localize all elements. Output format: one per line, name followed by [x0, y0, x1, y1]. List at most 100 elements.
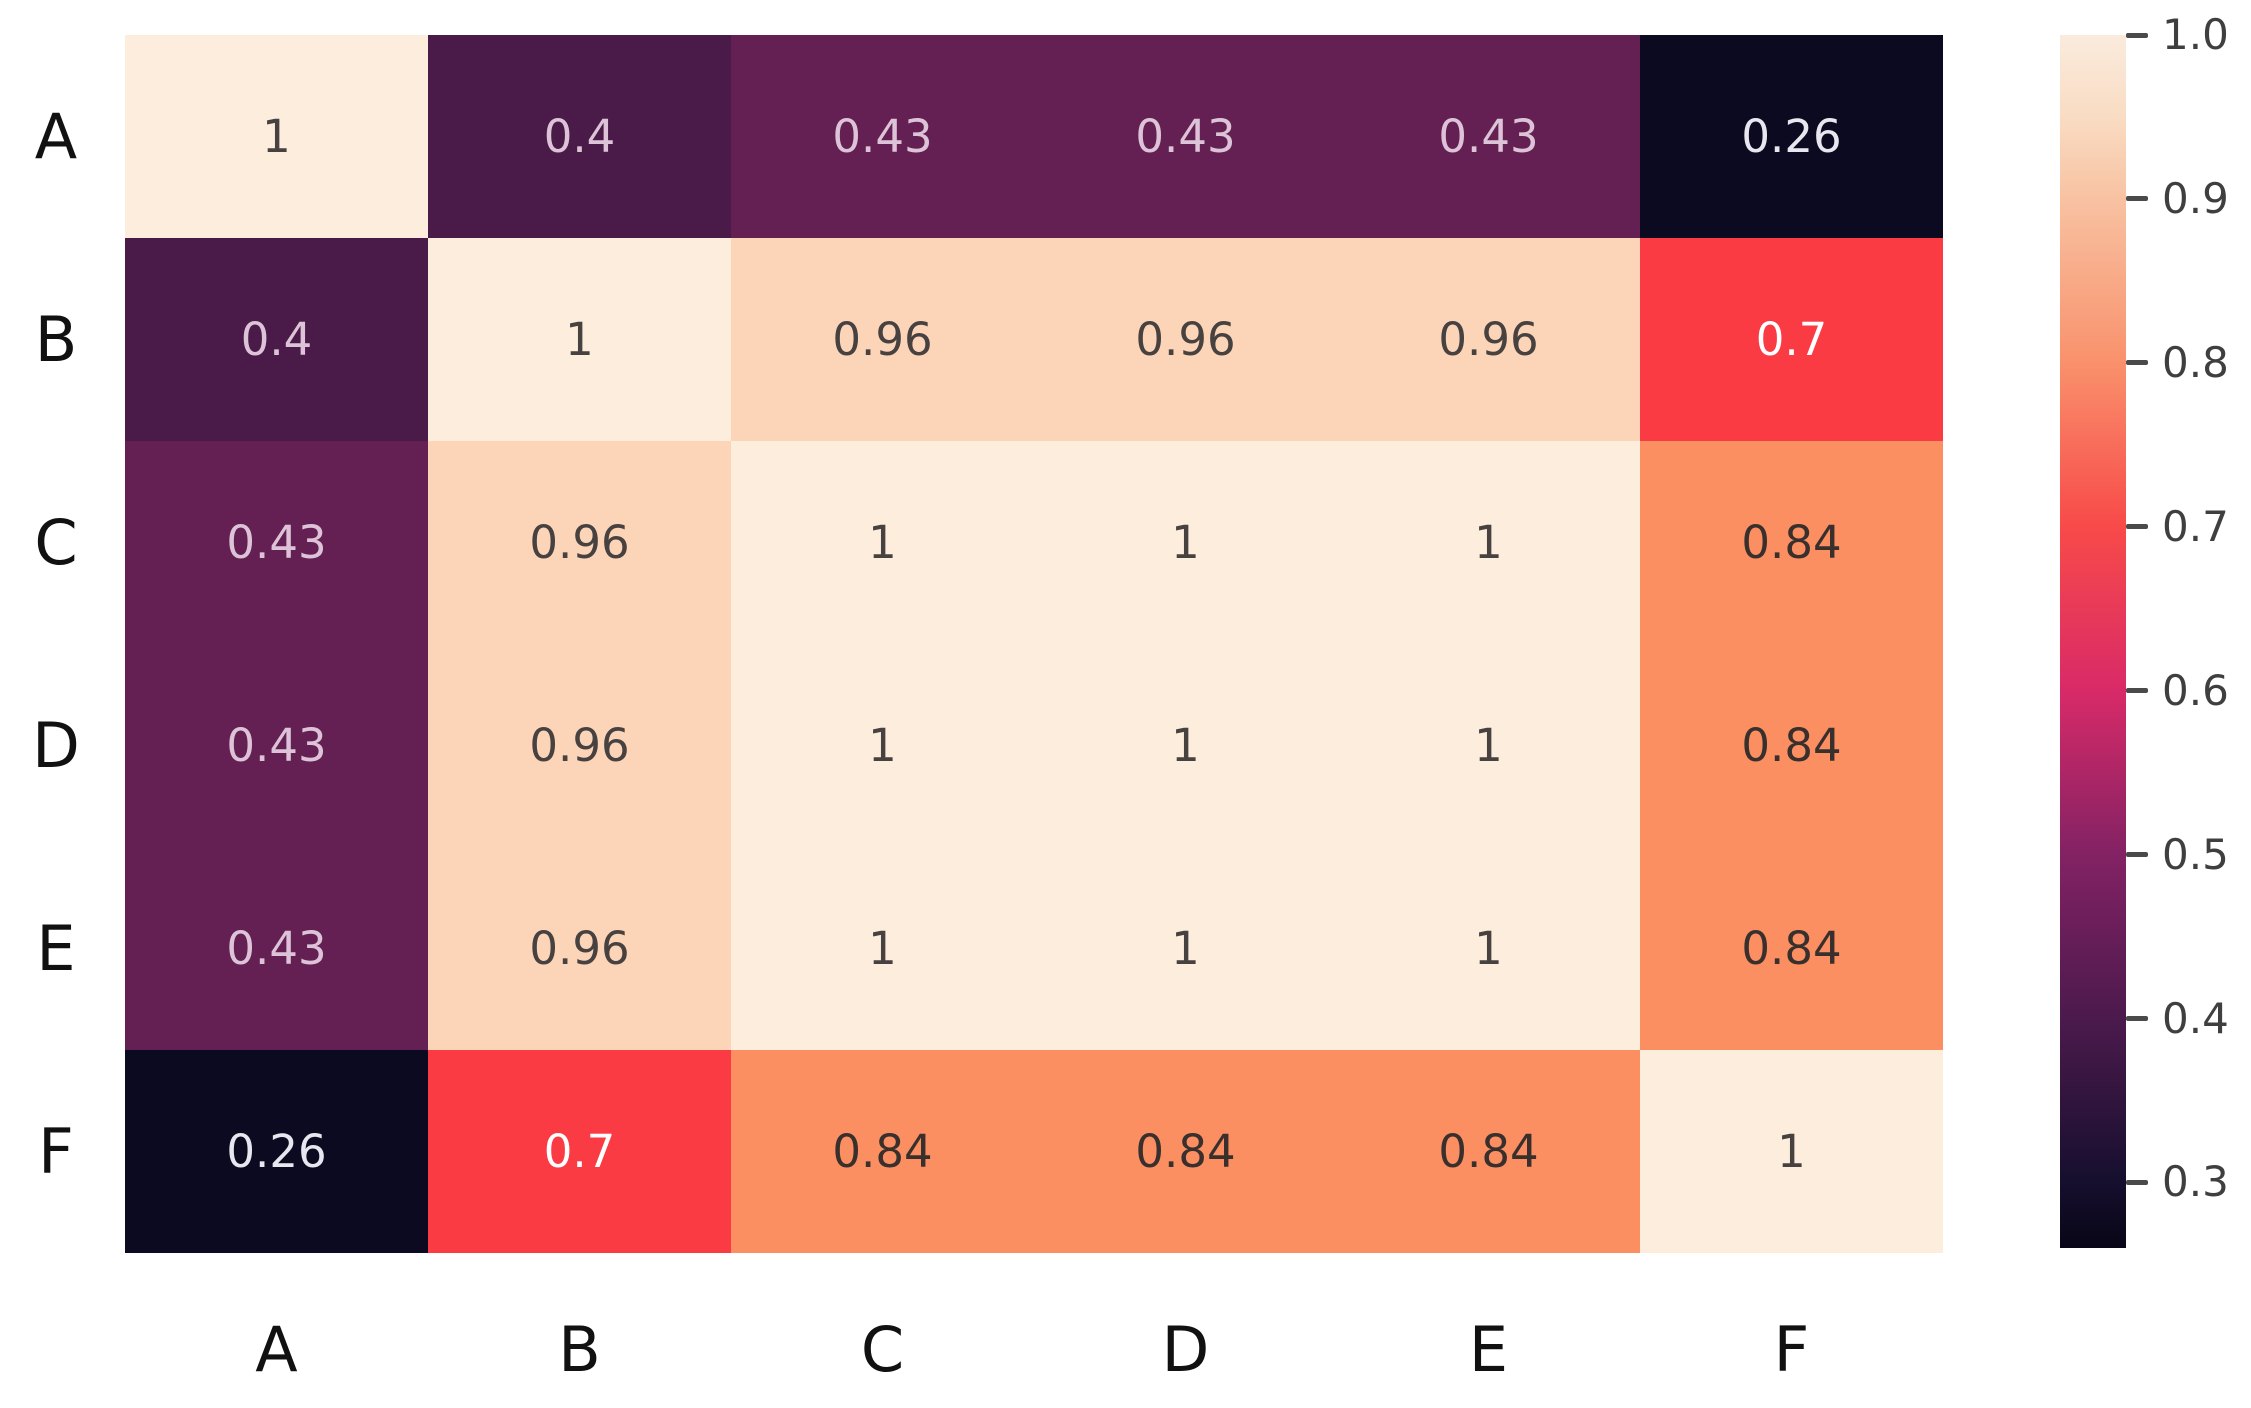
cell-value: 1	[1474, 922, 1503, 975]
heatmap-cell-C-A: 0.43	[125, 441, 428, 644]
colorbar-tick-0.4: 0.4	[2126, 993, 2229, 1043]
cell-value: 1	[868, 516, 897, 569]
colorbar-tick-label: 0.5	[2162, 829, 2229, 879]
colorbar-tick-0.3: 0.3	[2126, 1161, 2229, 1203]
colorbar-tick-1.0: 1.0	[2126, 14, 2229, 56]
heatmap-cell-E-F: 0.84	[1640, 847, 1943, 1050]
cell-value: 0.7	[1755, 313, 1828, 366]
tick-mark-icon	[2126, 196, 2148, 202]
cell-value: 0.96	[1135, 313, 1236, 366]
cell-value: 1	[1171, 719, 1200, 772]
cell-value: 0.96	[529, 719, 630, 772]
cell-value: 0.43	[832, 110, 933, 163]
cell-value: 0.26	[1741, 110, 1842, 163]
heatmap-cell-D-C: 1	[731, 644, 1034, 847]
colorbar-gradient	[2060, 35, 2126, 1248]
cell-value: 1	[1171, 922, 1200, 975]
heatmap-cell-A-E: 0.43	[1337, 35, 1640, 238]
colorbar-tick-0.8: 0.8	[2126, 337, 2229, 387]
heatmap-cell-E-D: 1	[1034, 847, 1337, 1050]
y-axis-label-E: E	[36, 911, 76, 985]
heatmap-cell-A-A: 1	[125, 35, 428, 238]
heatmap-cell-E-B: 0.96	[428, 847, 731, 1050]
tick-mark-icon	[2126, 1179, 2148, 1185]
heatmap-cell-F-F: 1	[1640, 1050, 1943, 1253]
heatmap-cell-A-C: 0.43	[731, 35, 1034, 238]
heatmap-cell-F-C: 0.84	[731, 1050, 1034, 1253]
y-axis-label-C: C	[34, 505, 78, 579]
heatmap-cell-B-C: 0.96	[731, 238, 1034, 441]
cell-value: 1	[565, 313, 594, 366]
cell-value: 0.84	[1741, 922, 1842, 975]
cell-value: 0.7	[543, 1125, 616, 1178]
heatmap-cell-A-D: 0.43	[1034, 35, 1337, 238]
x-axis-label-F: F	[1773, 1313, 1810, 1386]
heatmap-cell-E-E: 1	[1337, 847, 1640, 1050]
heatmap-cell-C-C: 1	[731, 441, 1034, 644]
colorbar-tick-0.6: 0.6	[2126, 665, 2229, 715]
heatmap-cell-F-B: 0.7	[428, 1050, 731, 1253]
cell-value: 1	[262, 110, 291, 163]
cell-value: 0.96	[1438, 313, 1539, 366]
heatmap-cell-F-D: 0.84	[1034, 1050, 1337, 1253]
cell-value: 0.96	[832, 313, 933, 366]
heatmap-cell-D-F: 0.84	[1640, 644, 1943, 847]
x-axis-label-D: D	[1161, 1313, 1210, 1386]
cell-value: 0.84	[1741, 516, 1842, 569]
cell-value: 1	[868, 719, 897, 772]
y-axis-label-A: A	[34, 99, 78, 173]
y-axis-labels: A B C D E F	[0, 35, 112, 1253]
cell-value: 0.96	[529, 516, 630, 569]
colorbar-tick-label: 1.0	[2162, 10, 2229, 59]
y-axis-label-B: B	[34, 302, 78, 376]
cell-value: 0.43	[1438, 110, 1539, 163]
heatmap-cell-C-F: 0.84	[1640, 441, 1943, 644]
colorbar-tick-0.5: 0.5	[2126, 829, 2229, 879]
colorbar-tick-label: 0.3	[2162, 1157, 2229, 1207]
heatmap-cell-C-E: 1	[1337, 441, 1640, 644]
colorbar-tick-label: 0.7	[2162, 501, 2229, 551]
heatmap-grid: 1 0.4 0.43 0.43 0.43 0.26 0.4 1 0.96 0.96 0.96 0.7 0…	[125, 35, 1943, 1253]
cell-value: 1	[1777, 1125, 1806, 1178]
tick-mark-icon	[2126, 1016, 2148, 1021]
colorbar-tick-0.7: 0.7	[2126, 501, 2229, 551]
cell-value: 1	[1474, 719, 1503, 772]
cell-value: 1	[1171, 516, 1200, 569]
heatmap-cell-B-E: 0.96	[1337, 238, 1640, 441]
heatmap-cell-B-B: 1	[428, 238, 731, 441]
cell-value: 1	[1474, 516, 1503, 569]
heatmap-cell-C-B: 0.96	[428, 441, 731, 644]
heatmap-cell-E-C: 1	[731, 847, 1034, 1050]
cell-value: 0.26	[226, 1125, 327, 1178]
cell-value: 0.43	[226, 516, 327, 569]
colorbar-tick-label: 0.8	[2162, 337, 2229, 387]
heatmap-cell-E-A: 0.43	[125, 847, 428, 1050]
cell-value: 0.84	[1438, 1125, 1539, 1178]
cell-value: 0.4	[240, 313, 313, 366]
cell-value: 0.84	[832, 1125, 933, 1178]
cell-value: 0.43	[1135, 110, 1236, 163]
colorbar-ticks: 1.0 0.9 0.8 0.7 0.6 0.5 0.4 0.3	[2126, 14, 2251, 1248]
heatmap-cell-D-E: 1	[1337, 644, 1640, 847]
tick-mark-icon	[2126, 524, 2148, 530]
heatmap-cell-D-B: 0.96	[428, 644, 731, 847]
colorbar-tick-label: 0.6	[2162, 665, 2229, 715]
tick-mark-icon	[2126, 852, 2148, 858]
cell-value: 0.84	[1741, 719, 1842, 772]
tick-mark-icon	[2126, 688, 2148, 694]
colorbar-tick-label: 0.4	[2162, 993, 2229, 1043]
heatmap-cell-A-B: 0.4	[428, 35, 731, 238]
x-axis-label-C: C	[860, 1313, 905, 1386]
heatmap-cell-B-A: 0.4	[125, 238, 428, 441]
heatmap-cell-F-E: 0.84	[1337, 1050, 1640, 1253]
cell-value: 0.4	[543, 110, 616, 163]
x-axis-label-A: A	[255, 1313, 298, 1386]
heatmap-cell-B-D: 0.96	[1034, 238, 1337, 441]
heatmap-cell-C-D: 1	[1034, 441, 1337, 644]
heatmap-cell-D-D: 1	[1034, 644, 1337, 847]
cell-value: 0.43	[226, 922, 327, 975]
heatmap-cell-D-A: 0.43	[125, 644, 428, 847]
heatmap-cell-A-F: 0.26	[1640, 35, 1943, 238]
x-axis-label-E: E	[1468, 1313, 1509, 1386]
